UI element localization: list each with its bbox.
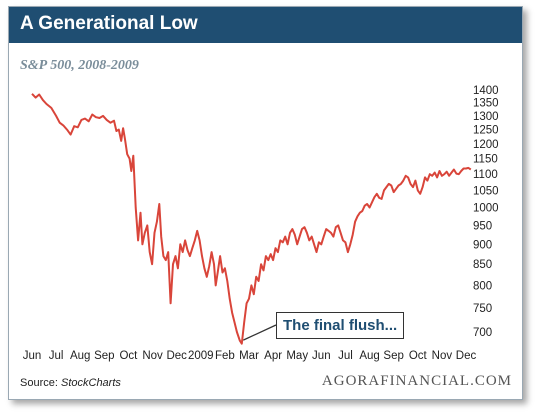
x-tick-label: Sep	[94, 350, 114, 362]
x-tick-label: Oct	[119, 350, 138, 362]
y-tick-label: 1250	[473, 125, 499, 137]
chart-card: A Generational Low S&P 500, 2008-2009 70…	[8, 6, 523, 400]
source-note: Source: StockCharts	[20, 377, 121, 389]
y-tick-label: 950	[473, 220, 492, 232]
y-tick-label: 850	[473, 259, 492, 271]
x-tick-label: Jul	[49, 350, 64, 362]
x-tick-label: Nov	[432, 350, 453, 362]
y-tick-label: 800	[473, 280, 492, 292]
x-tick-label: Aug	[359, 350, 379, 362]
x-tick-label: Jul	[338, 350, 353, 362]
annotation-label: The final flush...	[276, 312, 405, 339]
y-tick-label: 1100	[473, 169, 498, 181]
y-tick-label: 1000	[473, 202, 499, 214]
y-tick-label: 1200	[473, 139, 499, 151]
y-axis: 700 750 800 850 900 950 1000 1050 1100 1150 1200 12…	[473, 85, 499, 339]
x-tick-label: 2009	[188, 350, 214, 362]
x-tick-label: Mar	[239, 350, 259, 362]
x-tick-label: Aug	[70, 350, 90, 362]
x-tick-label: Dec	[166, 350, 187, 362]
y-tick-label: 1300	[473, 111, 499, 123]
x-axis: Jun Jul Aug Sep Oct Nov Dec 2009 Feb Mar Apr May Jun…	[23, 350, 477, 362]
y-tick-label: 1350	[473, 98, 499, 110]
series-line-sp500	[31, 93, 472, 345]
y-tick-label: 1400	[473, 85, 499, 97]
x-tick-label: May	[286, 350, 308, 362]
x-tick-label: Jun	[312, 350, 331, 362]
x-tick-label: Sep	[383, 350, 403, 362]
line-chart: 700 750 800 850 900 950 1000 1050 1100 1150 1200 12…	[23, 85, 499, 362]
x-tick-label: Jun	[23, 350, 42, 362]
title-banner: A Generational Low	[9, 7, 522, 43]
y-tick-label: 750	[473, 303, 492, 315]
chart-subtitle: S&P 500, 2008-2009	[20, 58, 139, 73]
source-name: StockCharts	[60, 377, 121, 389]
y-tick-label: 900	[473, 239, 492, 251]
y-tick-label: 1150	[473, 154, 498, 166]
x-tick-label: Apr	[264, 350, 282, 362]
x-tick-label: Dec	[456, 350, 477, 362]
x-tick-label: Oct	[409, 350, 428, 362]
annotation-pointer	[243, 324, 277, 341]
brand-logo: AGORAFINANCIAL.COM	[321, 373, 512, 389]
x-tick-label: Nov	[142, 350, 163, 362]
chart-title: A Generational Low	[20, 13, 198, 34]
y-tick-label: 1050	[473, 185, 499, 197]
y-tick-label: 700	[473, 327, 492, 339]
x-tick-label: Feb	[215, 350, 235, 362]
source-label: Source:	[20, 377, 58, 389]
